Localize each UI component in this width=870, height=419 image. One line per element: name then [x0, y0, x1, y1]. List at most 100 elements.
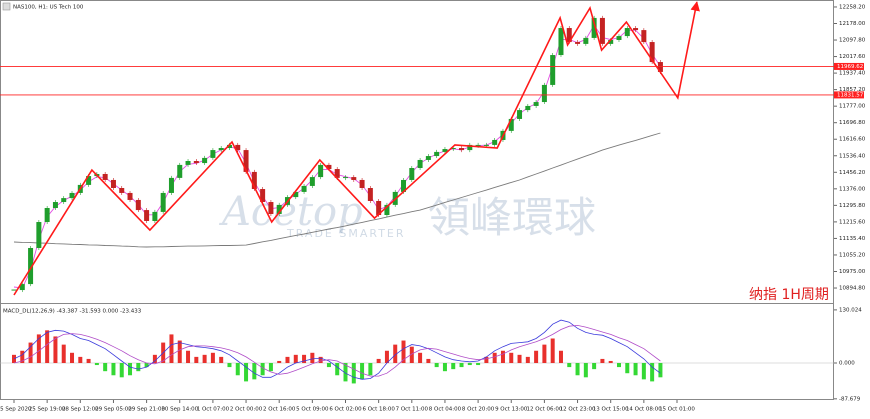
- macd-bar: [442, 363, 447, 372]
- x-tick-label: 5 Oct 09:00: [296, 407, 329, 413]
- macd-bar: [583, 363, 588, 378]
- candle: [633, 28, 639, 31]
- x-tick-label: 28 Sep 12:00: [62, 407, 99, 413]
- candle: [558, 28, 564, 56]
- y-tick-label: 12097.80: [839, 38, 866, 44]
- y-tick-label: 12178.00: [839, 21, 866, 27]
- candle: [376, 200, 382, 216]
- macd-bar: [128, 363, 133, 376]
- candle: [343, 177, 348, 179]
- candle: [566, 28, 572, 43]
- macd-bar: [12, 354, 16, 364]
- macd-title: MACD_DL(12,26,9) -43.387 -31.593 0.000 -…: [3, 309, 142, 315]
- candle: [525, 105, 531, 111]
- x-tick-label: 1 Oct 07:00: [197, 407, 230, 413]
- macd-y-tick-label: -87.679: [839, 396, 861, 402]
- macd-bar: [409, 346, 414, 364]
- macd-bar: [625, 363, 630, 374]
- x-tick-label: 14 Oct 08:00: [626, 407, 662, 413]
- candle: [541, 84, 547, 103]
- macd-bar: [525, 356, 530, 364]
- candle: [318, 164, 324, 178]
- macd-bar: [509, 352, 514, 364]
- candle: [293, 191, 299, 198]
- macd-bar: [534, 350, 539, 364]
- candle: [508, 118, 514, 131]
- macd-bar: [252, 363, 257, 380]
- macd-bar: [277, 360, 282, 364]
- macd-bar: [53, 336, 58, 364]
- x-tick-label: 12 Oct 06:00: [526, 407, 562, 413]
- macd-bar: [517, 354, 522, 364]
- candle: [417, 159, 423, 169]
- candle: [160, 192, 166, 212]
- macd-bar: [20, 350, 25, 364]
- macd-bar: [351, 363, 356, 384]
- candle: [467, 144, 473, 151]
- x-tick-label: 8 Oct 04:00: [429, 407, 462, 413]
- macd-bar: [426, 358, 431, 364]
- x-tick-label: 25 Sep 19:00: [29, 407, 66, 413]
- macd-bar: [219, 356, 224, 364]
- candle: [409, 168, 415, 180]
- candle: [44, 207, 50, 223]
- x-tick-label: 29 Sep 21:00: [128, 407, 165, 413]
- y-tick-label: 12258.20: [839, 4, 866, 10]
- candle: [235, 144, 241, 151]
- macd-bar: [401, 340, 406, 364]
- candle: [251, 171, 257, 190]
- x-tick-label: 2 Oct 16:00: [263, 407, 296, 413]
- macd-bar: [484, 356, 489, 364]
- macd-bar: [434, 363, 439, 368]
- macd-bar: [608, 360, 613, 364]
- candle: [649, 42, 655, 63]
- x-tick-label: 8 Oct 20:00: [462, 407, 495, 413]
- macd-bar: [633, 363, 638, 376]
- y-tick-label: 11215.60: [839, 219, 866, 225]
- macd-bar: [418, 352, 423, 364]
- candle: [193, 160, 199, 164]
- price-level-box: [834, 62, 864, 70]
- candle: [127, 192, 133, 200]
- y-tick-label: 11777.00: [839, 104, 866, 110]
- macd-bar: [500, 350, 505, 364]
- candle: [599, 17, 605, 44]
- candle: [110, 179, 116, 189]
- macd-bar: [360, 363, 365, 380]
- x-tick-label: 2 Oct 00:00: [230, 407, 263, 413]
- x-tick-label: 6 Oct 18:00: [362, 407, 395, 413]
- candle: [459, 148, 465, 151]
- macd-bar: [152, 354, 157, 364]
- symbol-icon: [2, 2, 11, 11]
- macd-bar: [144, 363, 149, 368]
- y-tick-label: 11055.20: [839, 252, 866, 258]
- price-level-label: 11831.57: [837, 92, 864, 98]
- candle: [624, 28, 630, 37]
- y-tick-label: 11376.00: [839, 186, 866, 192]
- macd-bar: [268, 363, 273, 372]
- x-tick-label: 7 Oct 11:00: [396, 407, 429, 413]
- watermark-chinese: 領峰環球: [428, 195, 596, 242]
- macd-bar: [459, 363, 464, 368]
- candle: [309, 177, 315, 186]
- candle: [326, 164, 332, 170]
- price-level-box: [834, 91, 864, 99]
- candle: [19, 284, 25, 291]
- macd-bar: [86, 358, 91, 364]
- y-tick-label: 10975.00: [839, 269, 866, 275]
- macd-bar: [376, 358, 381, 364]
- zigzag: [13, 1, 700, 296]
- macd-bar: [600, 358, 605, 364]
- macd-bar: [94, 363, 99, 366]
- macd-bar: [550, 338, 555, 364]
- macd-bar: [285, 356, 290, 364]
- candle: [135, 199, 141, 211]
- candle: [86, 176, 92, 185]
- macd-line: [13, 319, 661, 380]
- macd-bar: [492, 352, 497, 364]
- macd-bar: [244, 363, 249, 382]
- macd-bar: [335, 363, 340, 376]
- y-tick-label: 11135.40: [839, 236, 866, 242]
- y-tick-label: 11295.80: [839, 203, 866, 209]
